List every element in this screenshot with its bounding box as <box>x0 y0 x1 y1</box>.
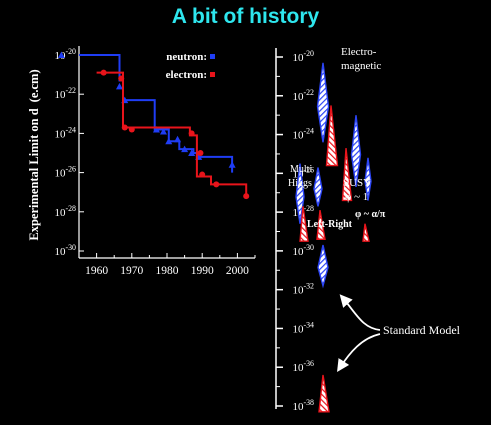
neutron-data-point <box>174 135 182 143</box>
label-susy-phi: φ ~ 1 <box>345 191 368 203</box>
label-electromagnetic-2: magnetic <box>341 60 381 72</box>
label-phi-alpha: φ ~ α/π <box>355 209 386 220</box>
neutron-data-point <box>159 127 167 135</box>
neutron-data-point <box>152 125 160 133</box>
label-multi-higgs-2: Higgs <box>288 178 312 189</box>
standard-model-electron-region <box>318 374 330 413</box>
electron-data-point <box>188 130 195 137</box>
left-y-axis-label: Experimental Limit on d(e.cm) <box>27 69 41 240</box>
left-y-tick-label: 10-24 <box>54 125 76 140</box>
left-y-tick-label: 10-20 <box>54 47 76 62</box>
electron-series-line <box>96 71 248 197</box>
left-right-neutron-region <box>313 167 323 207</box>
electron-data-point <box>197 150 204 156</box>
legend: neutron: electron: <box>166 51 215 81</box>
electron-data-point <box>121 124 128 131</box>
label-left-right: Left-Right <box>307 219 353 230</box>
right-y-tick-label: 10-20 <box>292 49 314 64</box>
right-y-tick-label: 10-32 <box>292 282 314 297</box>
right-y-tick-label: 10-30 <box>292 243 314 258</box>
legend-neutron-label: neutron: <box>166 51 207 63</box>
standard-model-neutron-region <box>317 244 329 289</box>
slide-title: A bit of history <box>171 5 320 28</box>
neutron-data-point <box>165 137 173 145</box>
legend-electron-marker <box>210 72 215 77</box>
neutron-data-point <box>57 51 65 58</box>
left-y-tick-label: 10-22 <box>54 86 76 101</box>
left-y-tick-label: 10-26 <box>54 165 76 180</box>
left-right-electron-region <box>316 210 326 240</box>
right-y-tick-label: 10-22 <box>292 88 314 103</box>
standard-model-arrow-upper <box>339 294 381 331</box>
neutron-data-point <box>188 149 196 156</box>
left-x-tick-label: 1970 <box>120 265 143 277</box>
legend-neutron-marker <box>210 54 215 59</box>
label-susy: SUSY <box>343 177 371 189</box>
legend-electron-label: electron: <box>166 69 207 81</box>
electromagnetic-neutron-region <box>316 62 330 143</box>
left-y-tick-label: 10-28 <box>54 204 76 219</box>
phi-alpha-neutron-region <box>364 157 372 201</box>
label-standard-model: Standard Model <box>383 323 461 337</box>
electron-data-point <box>213 181 220 188</box>
left-x-tick-label: 1960 <box>85 265 108 277</box>
electron-data-point <box>118 75 125 82</box>
label-electromagnetic-1: Electro- <box>341 46 377 58</box>
standard-model-arrow-lower <box>337 333 381 373</box>
electron-data-point <box>128 126 135 133</box>
susy-electron-region <box>341 148 353 202</box>
electron-data-point <box>199 171 206 178</box>
multi-higgs-electron-region <box>299 206 309 242</box>
left-y-tick-label: 10-30 <box>54 243 76 258</box>
multi-higgs-neutron-region <box>295 163 305 224</box>
left-x-tick-label: 1990 <box>191 265 214 277</box>
right-y-tick-label: 10-24 <box>292 127 314 142</box>
theory-predictions-chart: 10-2010-2210-2410-2610-2810-3010-3210-34… <box>275 46 461 413</box>
right-y-tick-label: 10-38 <box>292 398 314 413</box>
phi-alpha-electron-region <box>362 223 370 242</box>
edm-limit-chart: 10-20 10-22 10-24 10-26 10-28 10-30 1960 1970 1… <box>27 46 256 277</box>
left-x-tick-label: 2000 <box>226 265 249 277</box>
neutron-data-point <box>115 82 123 90</box>
left-x-tick-label: 1980 <box>156 265 179 277</box>
right-y-tick-label: 10-34 <box>292 320 314 335</box>
susy-neutron-region <box>350 115 362 188</box>
electromagnetic-electron-region <box>325 105 339 167</box>
neutron-data-point <box>228 161 236 168</box>
electron-data-point <box>100 69 107 76</box>
label-multi-higgs-1: Multi <box>290 164 312 175</box>
right-y-tick-label: 10-36 <box>292 359 314 374</box>
neutron-data-point <box>181 145 189 153</box>
electron-data-point <box>243 193 250 200</box>
